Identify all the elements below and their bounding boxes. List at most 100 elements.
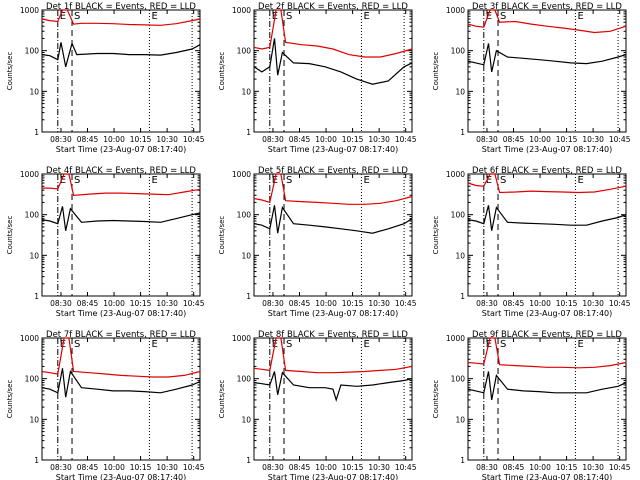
x-tick-label: 10:45 [609,463,631,472]
y-tick-label: 1 [246,128,251,137]
panel-title: Det 4f BLACK = Events, RED = LLD [46,166,196,176]
x-tick-label: 08:30 [262,135,284,144]
x-tick-label: 10:30 [156,135,178,144]
y-tick-label: 100 [237,211,252,220]
series-events-line [467,205,627,231]
y-axis-label: Counts/sec [6,380,14,419]
x-tick-label: 08:30 [50,135,72,144]
y-tick-label: 1000 [232,6,251,15]
marker-label: S [286,11,292,22]
plot-frame [41,173,201,297]
panel-title: Det 5f BLACK = Events, RED = LLD [258,166,408,176]
series-lld-line [467,173,627,194]
series-lld-line [467,9,627,34]
x-tick-label: 10:30 [368,463,390,472]
x-tick-label: 10:15 [556,463,578,472]
marker-label: S [500,175,506,186]
y-tick-label: 100 [25,211,40,220]
marker-label: E [577,11,583,22]
series-events-line [467,43,627,73]
y-tick-label: 10 [455,415,465,424]
y-tick-label: 100 [451,211,466,220]
marker-label: S [74,339,80,350]
y-tick-label: 1000 [20,6,39,15]
x-axis-label: Start Time (23-Aug-07 08:17:40) [482,473,613,480]
panel-det-5: Det 5f BLACK = Events, RED = LLD 1 10 100 10… [218,166,417,318]
x-axis-label: Start Time (23-Aug-07 08:17:40) [268,473,399,480]
panel-title: Det 7f BLACK = Events, RED = LLD [46,330,196,340]
x-tick-label: 10:00 [529,463,551,472]
x-tick-label: 10:45 [395,299,417,308]
x-tick-label: 10:30 [368,299,390,308]
x-tick-label: 08:45 [289,463,311,472]
x-tick-label: 08:45 [503,135,525,144]
marker-label: S [74,175,80,186]
x-axis-label: Start Time (23-Aug-07 08:17:40) [56,309,187,318]
marker-label: E [577,339,583,350]
y-tick-label: 100 [237,47,252,56]
y-tick-label: 1 [246,292,251,301]
x-tick-label: 10:45 [609,135,631,144]
y-tick-label: 10 [241,251,251,260]
y-tick-label: 1 [246,456,251,465]
x-tick-label: 10:15 [342,135,364,144]
x-tick-label: 08:45 [289,135,311,144]
x-tick-label: 10:30 [368,135,390,144]
x-tick-label: 08:30 [476,463,498,472]
x-tick-label: 10:45 [609,299,631,308]
x-tick-label: 10:30 [582,299,604,308]
panel-det-6: Det 6f BLACK = Events, RED = LLD 1 10 100 10… [432,166,631,318]
x-tick-label: 10:15 [130,299,152,308]
x-tick-label: 08:45 [503,299,525,308]
x-tick-label: 10:15 [342,463,364,472]
y-tick-label: 1 [34,456,39,465]
series-events-line [41,41,201,67]
marker-label: E [60,11,66,22]
panel-det-1: Det 1f BLACK = Events, RED = LLD 1 10 100 10… [6,2,205,154]
panel-det-3: Det 3f BLACK = Events, RED = LLD 1 10 100 10… [432,2,631,154]
panel-title: Det 6f BLACK = Events, RED = LLD [472,166,622,176]
marker-label: S [286,339,292,350]
y-axis-label: Counts/sec [432,52,440,91]
marker-label: E [486,11,492,22]
y-tick-label: 1000 [232,334,251,343]
y-tick-label: 1000 [20,334,39,343]
plot-frame [467,337,627,461]
panel-title: Det 8f BLACK = Events, RED = LLD [258,330,408,340]
series-lld-line [253,337,413,374]
x-tick-label: 08:45 [289,299,311,308]
marker-label: E [151,175,157,186]
plot-frame [41,9,201,133]
y-axis-label: Counts/sec [6,52,14,91]
y-axis-label: Counts/sec [218,52,226,91]
plot-frame [253,173,413,297]
marker-label: S [74,11,80,22]
y-tick-label: 1000 [446,6,465,15]
marker-label: E [363,11,369,22]
x-axis-label: Start Time (23-Aug-07 08:17:40) [482,145,613,154]
x-tick-label: 10:15 [130,463,152,472]
x-tick-label: 10:00 [315,299,337,308]
x-axis-label: Start Time (23-Aug-07 08:17:40) [268,309,399,318]
x-tick-label: 10:30 [582,463,604,472]
y-axis-label: Counts/sec [432,216,440,255]
x-tick-label: 08:45 [77,135,99,144]
y-axis-label: Counts/sec [432,380,440,419]
marker-label: E [60,175,66,186]
panel-title: Det 9f BLACK = Events, RED = LLD [472,330,622,340]
x-tick-label: 10:45 [395,463,417,472]
y-tick-label: 100 [25,375,40,384]
x-tick-label: 10:15 [556,299,578,308]
x-tick-label: 10:15 [556,135,578,144]
series-lld-line [467,337,627,369]
y-tick-label: 10 [455,251,465,260]
x-tick-label: 10:15 [130,135,152,144]
x-tick-label: 10:45 [183,299,205,308]
x-tick-label: 08:30 [50,299,72,308]
x-tick-label: 10:00 [103,135,125,144]
y-tick-label: 1000 [20,170,39,179]
y-tick-label: 1000 [446,170,465,179]
series-events-line [41,368,201,398]
marker-label: E [151,11,157,22]
